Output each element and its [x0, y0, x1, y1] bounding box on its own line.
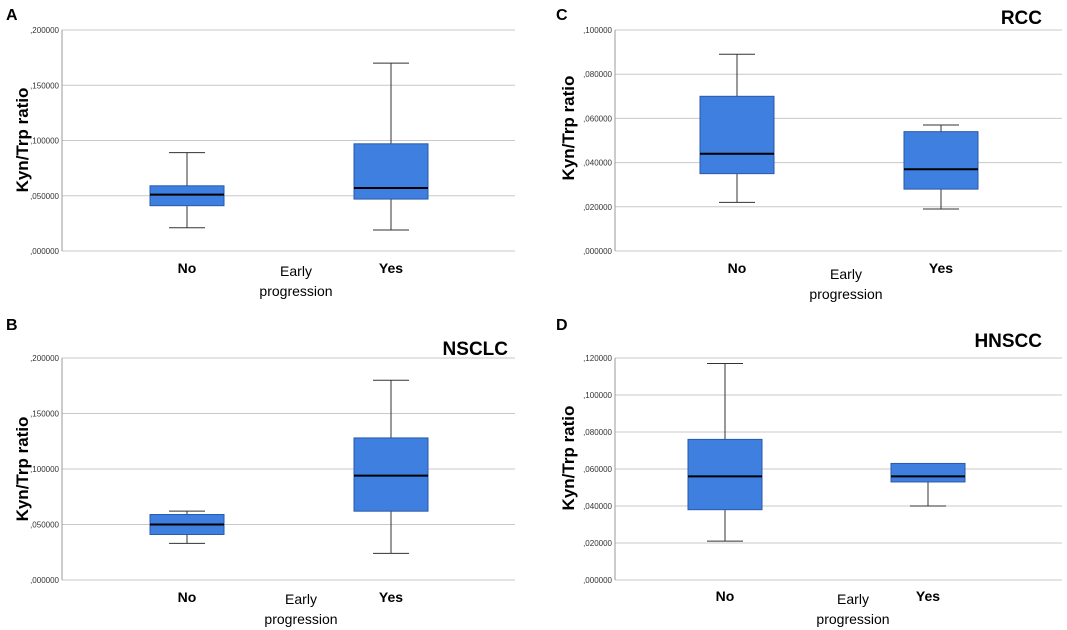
panel-title: HNSCC	[974, 331, 1042, 352]
iqr-box	[353, 437, 429, 512]
y-tick-label: ,150000	[30, 410, 59, 419]
box-no	[149, 510, 225, 544]
y-tick-label: ,080000	[583, 70, 612, 79]
y-tick-label: ,000000	[30, 247, 59, 256]
iqr-box	[699, 95, 775, 175]
category-label-yes: Yes	[916, 588, 940, 604]
y-tick-label: ,040000	[583, 502, 612, 511]
category-label-yes: Yes	[379, 589, 403, 605]
x-axis-title: Early progression	[816, 591, 889, 627]
panel-c: C ,000000 ,020000 ,040000 ,060000 ,080000 ,100…	[556, 7, 1062, 302]
y-tick-label: ,100000	[30, 137, 59, 146]
category-label-yes: Yes	[379, 260, 403, 276]
iqr-box	[149, 185, 225, 207]
y-axis-label: Kyn/Trp ratio	[13, 88, 32, 193]
y-axis-label: Kyn/Trp ratio	[559, 76, 578, 181]
y-axis-label: Kyn/Trp ratio	[559, 406, 578, 511]
box-yes	[903, 124, 979, 210]
panel-b: B ,000000 ,050000 ,100000 ,150000 ,200000 Kyn/…	[6, 317, 515, 627]
iqr-box	[353, 143, 429, 200]
x-axis-title: Early progression	[809, 266, 882, 302]
y-axis-label: Kyn/Trp ratio	[13, 417, 32, 522]
y-tick-label: ,000000	[583, 576, 612, 585]
panel-label-d: D	[556, 317, 568, 334]
box-yes	[890, 462, 966, 507]
y-tick-label: ,020000	[583, 203, 612, 212]
y-tick-label: ,000000	[30, 576, 59, 585]
x-axis-title: Early progression	[259, 263, 332, 299]
y-tick-label: ,060000	[583, 114, 612, 123]
panel-label-a: A	[6, 7, 18, 24]
y-tick-label: ,040000	[583, 159, 612, 168]
category-label-no: No	[728, 260, 747, 276]
category-label-no: No	[178, 589, 197, 605]
iqr-box	[890, 462, 966, 483]
y-tick-label: ,100000	[583, 26, 612, 35]
category-label-yes: Yes	[929, 260, 953, 276]
box-no	[687, 363, 763, 542]
box-no	[699, 53, 775, 203]
panel-title: NSCLC	[443, 339, 509, 360]
iqr-box	[687, 438, 763, 511]
panel-a: A ,000000 ,050000 ,100000 ,150000 ,200000 Kyn/…	[6, 7, 515, 299]
y-tick-label: ,020000	[583, 539, 612, 548]
iqr-box	[903, 131, 979, 190]
panel-label-c: C	[556, 7, 568, 24]
y-tick-label: ,080000	[583, 428, 612, 437]
box-no	[149, 152, 225, 229]
y-tick-label: ,050000	[30, 192, 59, 201]
y-tick-label: ,200000	[30, 26, 59, 35]
y-tick-label: ,200000	[30, 354, 59, 363]
box-yes	[353, 62, 429, 231]
y-tick-label: ,060000	[583, 465, 612, 474]
y-tick-label: ,100000	[30, 465, 59, 474]
panel-label-b: B	[6, 317, 18, 334]
category-label-no: No	[716, 588, 735, 604]
box-yes	[353, 379, 429, 554]
panel-d: D ,000000 ,020000 ,040000 ,060000 ,080000 ,100…	[556, 317, 1062, 627]
y-tick-label: ,000000	[583, 247, 612, 256]
category-label-no: No	[178, 260, 197, 276]
y-tick-label: ,120000	[583, 354, 612, 363]
y-tick-label: ,150000	[30, 81, 59, 90]
x-axis-title: Early progression	[264, 591, 337, 627]
panel-title: RCC	[1001, 8, 1042, 29]
y-tick-label: ,050000	[30, 521, 59, 530]
y-tick-label: ,100000	[583, 391, 612, 400]
